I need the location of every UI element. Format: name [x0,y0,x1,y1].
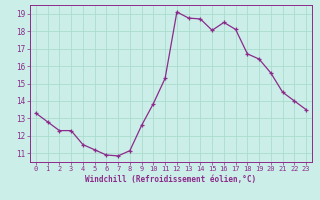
X-axis label: Windchill (Refroidissement éolien,°C): Windchill (Refroidissement éolien,°C) [85,175,257,184]
